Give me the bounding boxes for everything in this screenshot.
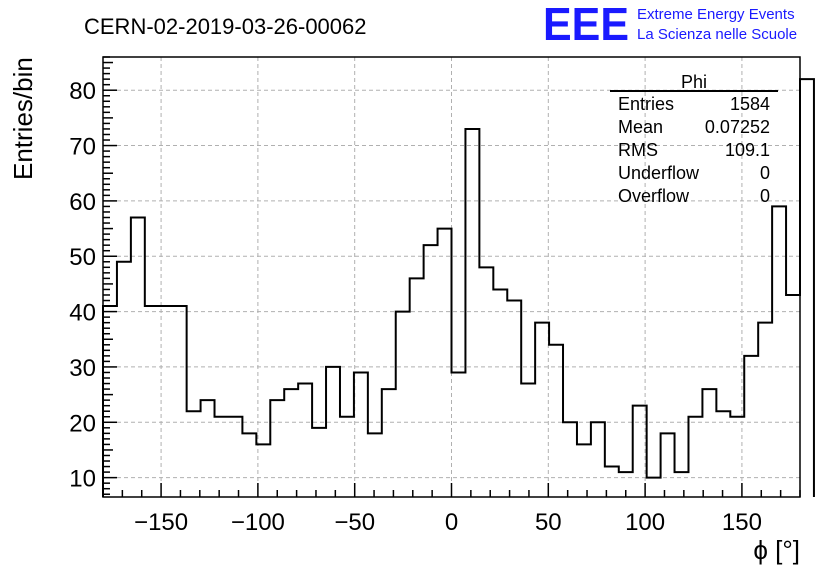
x-axis-label: ϕ [°] xyxy=(753,535,800,565)
x-tick-label-4: 50 xyxy=(535,509,562,536)
histogram-bin-13 xyxy=(284,389,298,497)
y-tick-label-6: 70 xyxy=(69,134,96,161)
histogram-bin-42 xyxy=(688,417,702,497)
stats-underflow-label: Underflow xyxy=(618,163,700,183)
histogram-bin-15 xyxy=(312,428,326,497)
stats-mean-label: Mean xyxy=(618,117,663,137)
y-tick-label-1: 20 xyxy=(69,410,96,437)
x-tick-label-0: −150 xyxy=(134,509,188,536)
histogram-bin-14 xyxy=(298,384,312,497)
y-tick-label-0: 10 xyxy=(69,466,96,493)
eee-logo: EEE Extreme Energy Events La Scienza nel… xyxy=(543,0,797,50)
histogram-bin-41 xyxy=(675,472,689,497)
stats-title: Phi xyxy=(681,72,707,92)
x-tick-label-6: 150 xyxy=(722,509,762,536)
histogram-bin-28 xyxy=(493,289,507,497)
y-tick-label-5: 60 xyxy=(69,189,96,216)
x-tick-label-5: 100 xyxy=(625,509,665,536)
stats-mean-value: 0.07252 xyxy=(705,117,770,137)
histogram-bars xyxy=(102,78,815,497)
histogram-bin-19 xyxy=(368,433,382,497)
stats-overflow-value: 0 xyxy=(760,186,770,206)
x-axis-ticks: −150 −100 −50 0 50 100 150 xyxy=(102,483,801,536)
y-tick-label-4: 50 xyxy=(69,244,96,271)
histogram-bin-21 xyxy=(396,312,410,497)
x-tick-label-2: −50 xyxy=(334,509,375,536)
histogram-bin-40 xyxy=(661,433,675,497)
stats-box: Phi Entries 1584 Mean 0.07252 RMS 109.1 … xyxy=(610,72,778,206)
histogram-bin-23 xyxy=(424,245,438,497)
histogram-bin-24 xyxy=(438,229,452,497)
grid-lines xyxy=(103,57,800,497)
histogram-bin-34 xyxy=(577,444,591,497)
histogram-bin-17 xyxy=(340,417,354,497)
x-tick-label-3: 0 xyxy=(445,509,458,536)
x-tick-label-1: −100 xyxy=(231,509,285,536)
histogram-bin-16 xyxy=(326,367,340,497)
histogram-bin-46 xyxy=(744,356,758,497)
logo-letters: EEE xyxy=(543,0,629,50)
stats-overflow-label: Overflow xyxy=(618,186,690,206)
histogram-bin-48 xyxy=(772,206,786,497)
histogram-bin-47 xyxy=(758,323,772,497)
histogram-bin-25 xyxy=(452,372,466,497)
y-tick-label-2: 30 xyxy=(69,355,96,382)
histogram-bin-49 xyxy=(786,295,800,497)
y-tick-label-3: 40 xyxy=(69,300,96,327)
logo-line1: Extreme Energy Events xyxy=(637,6,795,23)
histogram-bin-31 xyxy=(535,323,549,497)
histogram-bin-9 xyxy=(228,417,242,497)
histogram-bin-3 xyxy=(145,306,159,497)
histogram-bin-4 xyxy=(159,306,173,497)
chart-title: CERN-02-2019-03-26-00062 xyxy=(84,14,367,39)
y-axis-label: Entries/bin xyxy=(8,57,38,180)
histogram-bin-50 xyxy=(800,79,814,497)
histogram-bin-1 xyxy=(117,262,131,497)
histogram-bin-12 xyxy=(270,400,284,497)
histogram-outline xyxy=(102,78,815,497)
histogram-bin-6 xyxy=(187,411,201,497)
stats-entries-label: Entries xyxy=(618,94,674,114)
histogram-bin-18 xyxy=(354,372,368,497)
histogram-bin-20 xyxy=(382,389,396,497)
y-tick-label-7: 80 xyxy=(69,78,96,105)
stats-rms-value: 109.1 xyxy=(725,140,770,160)
histogram-bin-22 xyxy=(410,278,424,497)
logo-line2: La Scienza nelle Scuole xyxy=(637,26,797,43)
y-axis-ticks: 10 20 30 40 50 60 70 80 xyxy=(69,56,117,495)
histogram-bin-7 xyxy=(201,400,215,497)
stats-underflow-value: 0 xyxy=(760,163,770,183)
histogram-bin-29 xyxy=(507,301,521,497)
histogram-bin-27 xyxy=(479,267,493,497)
histogram-bin-10 xyxy=(242,433,256,497)
histogram-bin-39 xyxy=(647,478,661,497)
histogram-bin-44 xyxy=(716,411,730,497)
histogram-bin-30 xyxy=(521,384,535,497)
histogram-bin-2 xyxy=(131,218,145,497)
histogram-bin-8 xyxy=(215,417,229,497)
stats-entries-value: 1584 xyxy=(730,94,770,114)
histogram-bin-33 xyxy=(563,422,577,497)
histogram-bin-5 xyxy=(173,306,187,497)
histogram-bin-0 xyxy=(103,306,117,497)
histogram-bin-32 xyxy=(549,345,563,497)
histogram-bin-35 xyxy=(591,422,605,497)
histogram-bin-43 xyxy=(702,389,716,497)
stats-rms-label: RMS xyxy=(618,140,658,160)
histogram-bin-26 xyxy=(465,129,479,497)
